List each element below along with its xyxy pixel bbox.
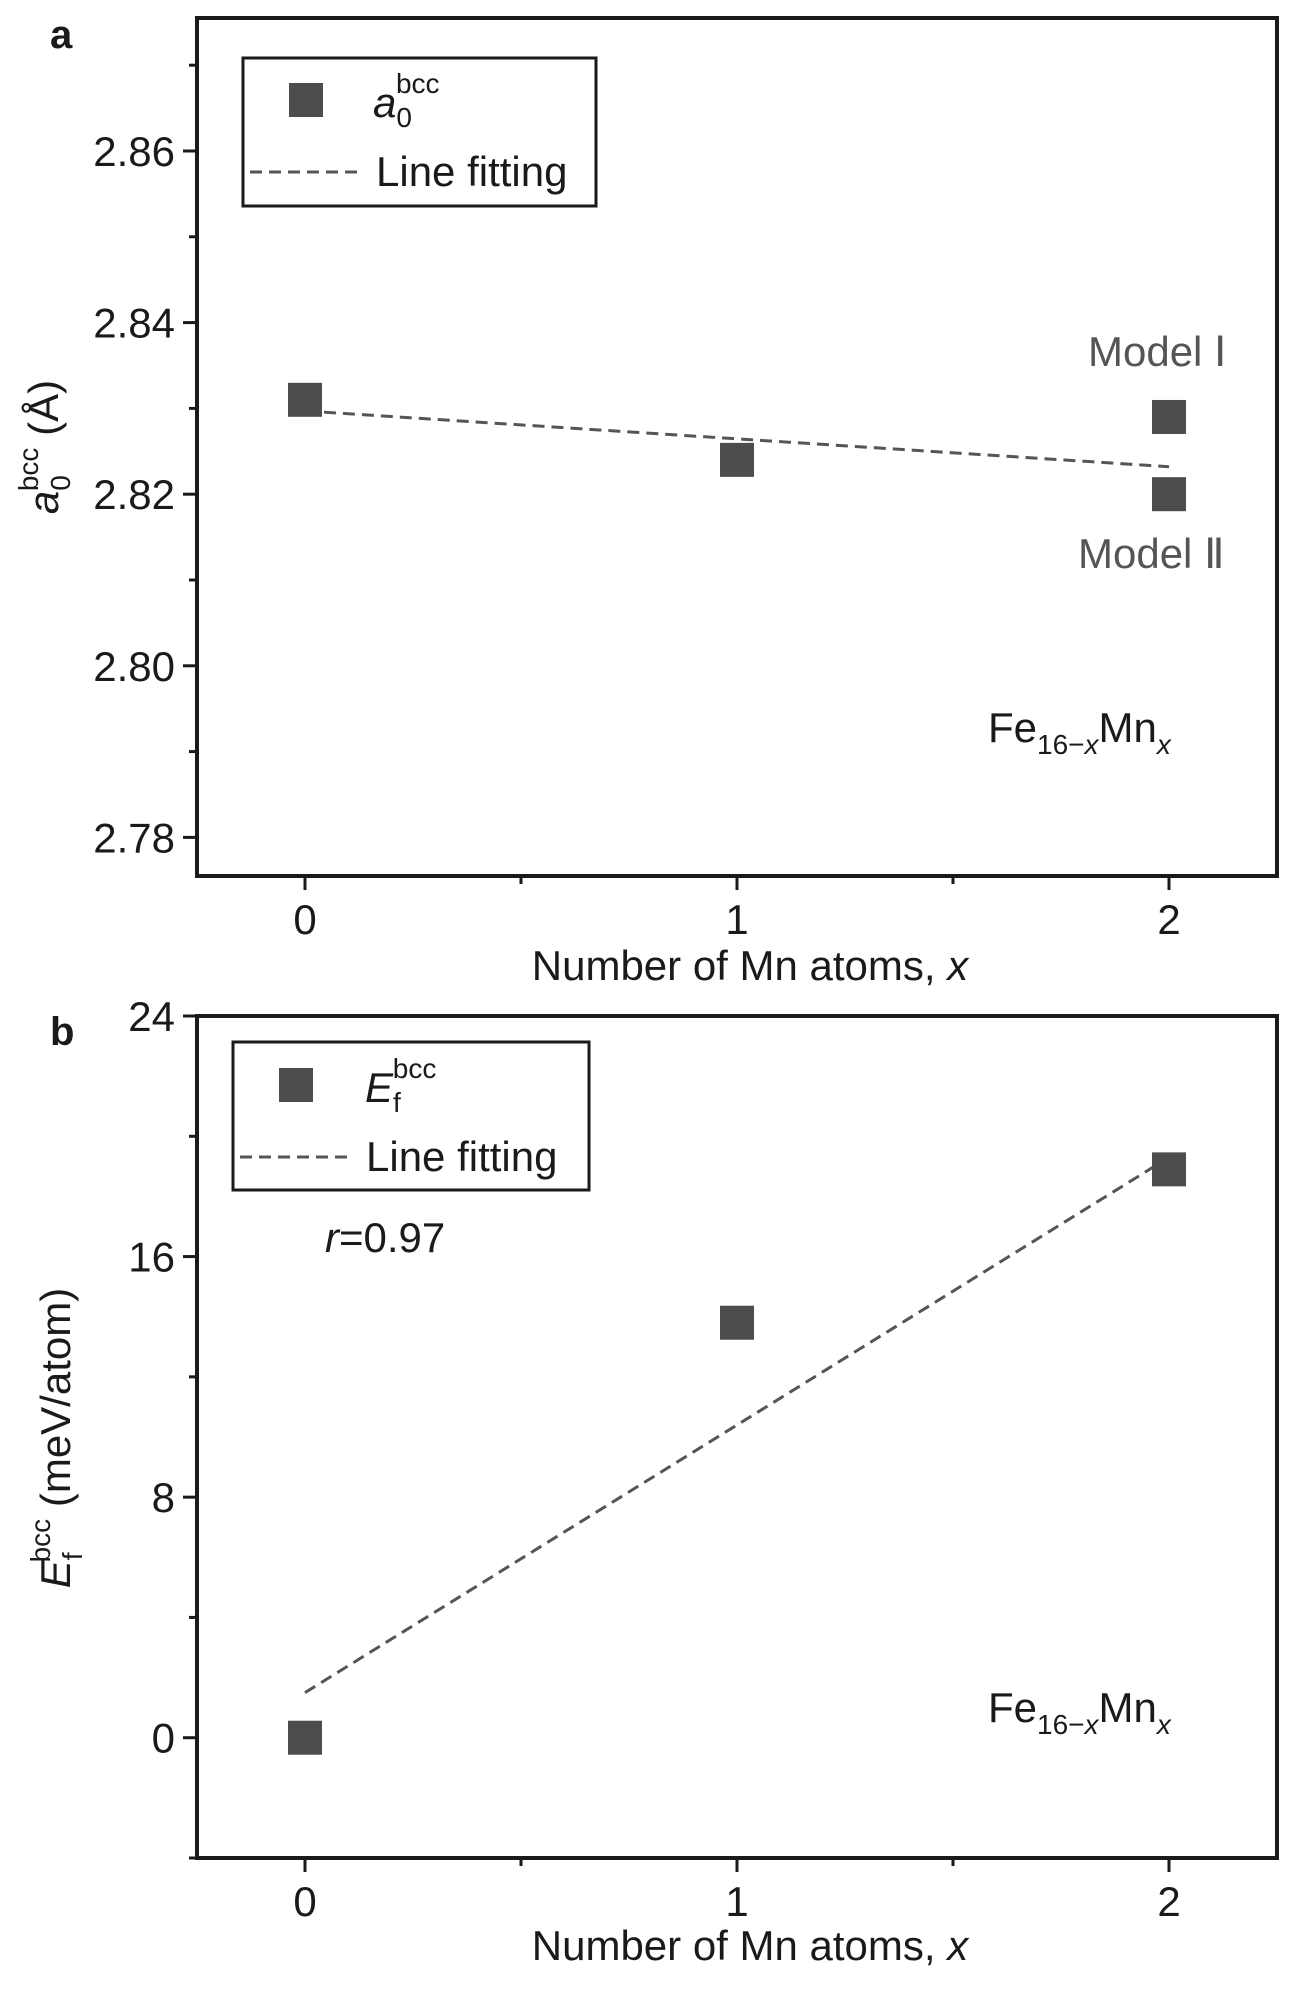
panel-b-ylabel-sub: f	[57, 1552, 88, 1560]
panel-b-legend-symbol: Efbcc	[365, 1053, 436, 1118]
panel-b-legend: Efbcc Line fitting	[231, 1040, 591, 1192]
panel-a-ylabel-sup: bcc	[13, 448, 44, 492]
panel-a-formula: Fe16−xMnx	[988, 704, 1172, 760]
panel-b-x-ticks: 0 1 2	[293, 1858, 1181, 1925]
panel-b-legend-sub: f	[393, 1087, 401, 1118]
panel-a-legend-marker	[289, 83, 323, 117]
panel-b-formula: Fe16−xMnx	[988, 1684, 1172, 1740]
panel-b-xlabel: Number of Mn atoms,	[532, 1922, 947, 1969]
panel-a-y-axis-title: a0bcc (Å)	[13, 380, 76, 514]
correlation-var: r	[325, 1214, 341, 1261]
panel-a-ylabel-var: a	[20, 491, 67, 514]
panel-b-data-point	[1152, 1152, 1186, 1187]
panel-b-x-tick-label: 1	[725, 1878, 748, 1925]
panel-b-formula-sub2-var: x	[1155, 1709, 1172, 1740]
panel-b-x-tick-label: 2	[1157, 1878, 1180, 1925]
panel-a-formula-mid: Mn	[1099, 704, 1157, 751]
panel-a-y-tick-label: 2.78	[93, 814, 175, 861]
panel-b-letter: b	[50, 1010, 74, 1054]
panel-a-legend-var: a	[373, 79, 396, 126]
panel-b-y-tick-label: 24	[128, 993, 175, 1040]
panel-b-legend-var: E	[365, 1064, 394, 1111]
panel-a-data-point	[1152, 477, 1186, 512]
panel-b-data-point	[288, 1720, 322, 1755]
panel-b-ylabel-var: E	[32, 1559, 79, 1588]
panel-a-x-axis-title: Number of Mn atoms, x	[532, 942, 970, 989]
panel-a-x-ticks: 0 1 2	[293, 876, 1181, 943]
model-2-label: Model Ⅱ	[1078, 530, 1225, 577]
panel-b-fit-line	[304, 1156, 1170, 1694]
panel-b-y-tick-label: 0	[152, 1715, 175, 1762]
panel-a-x-tick-label: 0	[293, 896, 316, 943]
panel-b-formula-base: Fe	[988, 1684, 1037, 1731]
panel-b-legend-sup: bcc	[393, 1053, 437, 1084]
panel-a-y-tick-label: 2.80	[93, 643, 175, 690]
panel-a-data-point	[288, 382, 322, 417]
panel-a-points	[288, 382, 1186, 512]
panel-a-y-tick-label: 2.86	[93, 128, 175, 175]
correlation-value: =0.97	[339, 1214, 445, 1261]
panel-a-formula-sub1-var: x	[1083, 729, 1100, 760]
panel-a-x-tick-label: 1	[725, 896, 748, 943]
panel-b-legend-line-label: Line fitting	[366, 1133, 557, 1180]
panel-a-formula-sub2-var: x	[1155, 729, 1172, 760]
panel-a-y-tick-label: 2.84	[93, 300, 175, 347]
panel-a-data-point	[1152, 399, 1186, 434]
correlation-label: r=0.97	[325, 1214, 445, 1261]
panel-b-formula-mid: Mn	[1099, 1684, 1157, 1731]
panel-b-legend-marker	[279, 1068, 313, 1102]
panel-a-fit-line	[304, 409, 1170, 469]
panel-b-y-ticks: 0 8 16 24	[128, 993, 197, 1860]
panel-b-y-tick-label: 8	[152, 1474, 175, 1521]
panel-b-formula-sub1-var: x	[1083, 1709, 1100, 1740]
panel-a-legend-line-label: Line fitting	[376, 148, 567, 195]
panel-a-legend-box	[241, 56, 598, 208]
panel-b-ylabel-sup: bcc	[25, 1519, 56, 1563]
panel-b-x-axis-title: Number of Mn atoms, x	[532, 1922, 970, 1969]
panel-a-ylabel-unit: (Å)	[20, 380, 67, 448]
panel-b-legend-box	[231, 1040, 591, 1192]
panel-b-formula-sub1: 16−	[1037, 1709, 1085, 1740]
panel-b-y-tick-label: 16	[128, 1234, 175, 1281]
panel-a-y-ticks: 2.78 2.80 2.82 2.84 2.86	[93, 63, 197, 861]
panel-a-xlabel-var: x	[945, 942, 970, 989]
panel-a-ylabel-sub: 0	[45, 475, 76, 491]
panel-a-legend-sup: bcc	[396, 68, 440, 99]
panel-a-y-tick-label: 2.82	[93, 471, 175, 518]
panel-a-formula-sub1: 16−	[1037, 729, 1085, 760]
panel-b-y-axis-title: Efbcc (meV/atom)	[25, 1288, 88, 1588]
panel-b-ylabel-unit: (meV/atom)	[32, 1288, 79, 1519]
panel-a-xlabel: Number of Mn atoms,	[532, 942, 947, 989]
panel-a-legend: a0bcc Line fitting	[241, 56, 598, 208]
panel-a-data-point	[720, 442, 754, 477]
panel-a-x-tick-label: 2	[1157, 896, 1180, 943]
panel-a-legend-symbol: a0bcc	[373, 68, 440, 133]
panel-a-formula-base: Fe	[988, 704, 1037, 751]
panel-b-points	[288, 1152, 1186, 1755]
panel-a-legend-sub: 0	[396, 102, 412, 133]
panel-b-data-point	[720, 1305, 754, 1340]
panel-a-letter: a	[50, 13, 73, 57]
model-1-label: Model Ⅰ	[1088, 328, 1226, 375]
panel-b-xlabel-var: x	[945, 1922, 970, 1969]
panel-b-x-tick-label: 0	[293, 1878, 316, 1925]
